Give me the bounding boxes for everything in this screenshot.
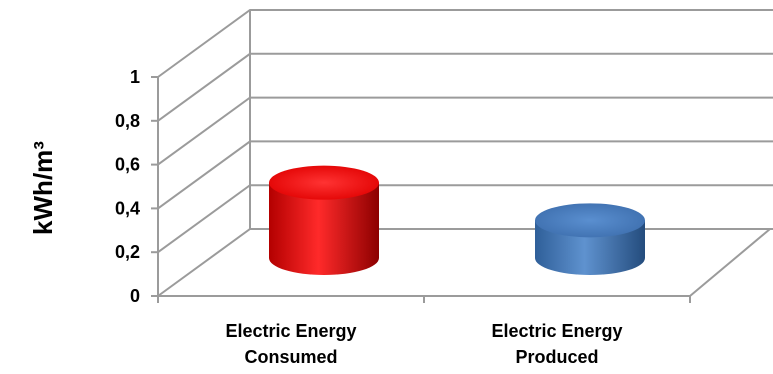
floor-edge bbox=[689, 228, 771, 297]
gridlines bbox=[157, 9, 773, 297]
y-tick-label: 0,6 bbox=[115, 155, 140, 175]
bar-body bbox=[269, 182, 379, 275]
y-tick-label: 0 bbox=[130, 286, 140, 306]
category-label: Electric Energy Consumed bbox=[225, 321, 356, 367]
y-tick-labels: 0 0,2 0,4 0,6 0,8 1 bbox=[115, 67, 140, 306]
y-axis-label: kWh/m³ bbox=[28, 141, 58, 235]
gridline bbox=[157, 228, 773, 297]
bar-top bbox=[535, 203, 645, 238]
bars bbox=[269, 165, 645, 275]
category-labels: Electric Energy Consumed Electric Energy Pr… bbox=[225, 321, 622, 367]
y-tick-label: 0,8 bbox=[115, 111, 140, 131]
bar bbox=[535, 203, 645, 275]
bar bbox=[269, 165, 379, 275]
category-label: Electric Energy Produced bbox=[491, 321, 622, 367]
y-tick-label: 0,2 bbox=[115, 242, 140, 262]
bar-top bbox=[269, 165, 379, 200]
y-tick-label: 0,4 bbox=[115, 198, 140, 218]
axes bbox=[151, 76, 691, 303]
y-tick-label: 1 bbox=[130, 67, 140, 87]
